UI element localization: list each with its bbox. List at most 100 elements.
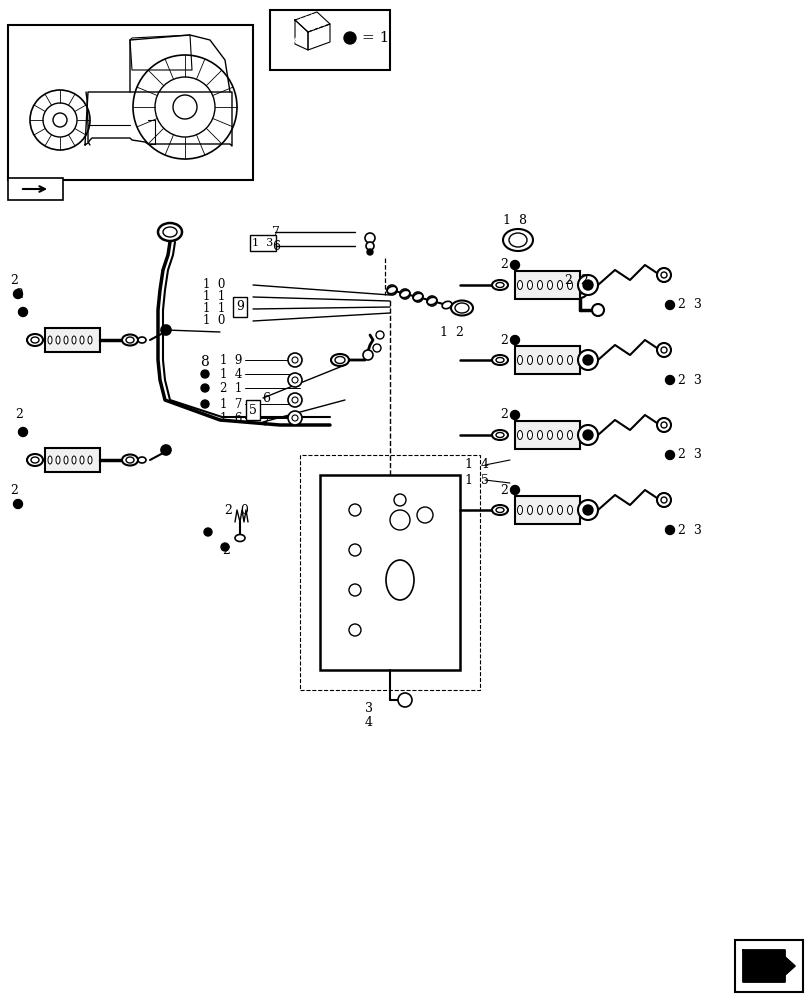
Circle shape	[363, 350, 372, 360]
Polygon shape	[294, 12, 329, 32]
Circle shape	[288, 373, 302, 387]
Circle shape	[349, 504, 361, 516]
Text: 7: 7	[272, 226, 280, 239]
Text: 1  6: 1 6	[220, 412, 242, 424]
Ellipse shape	[496, 358, 504, 362]
Text: 1  1: 1 1	[203, 302, 225, 316]
Ellipse shape	[56, 336, 60, 344]
Ellipse shape	[387, 286, 397, 294]
Text: 2  3: 2 3	[677, 524, 701, 536]
Circle shape	[366, 242, 374, 250]
Ellipse shape	[413, 293, 423, 301]
Bar	[514, 421, 579, 449]
Ellipse shape	[502, 229, 532, 251]
Text: 1  4: 1 4	[465, 458, 488, 472]
Ellipse shape	[537, 430, 542, 440]
Circle shape	[161, 325, 171, 335]
Ellipse shape	[331, 354, 349, 366]
Text: 1  7: 1 7	[220, 397, 242, 410]
Circle shape	[397, 693, 411, 707]
Ellipse shape	[557, 430, 562, 440]
Ellipse shape	[567, 356, 572, 364]
Circle shape	[660, 422, 666, 428]
Ellipse shape	[491, 505, 508, 515]
Circle shape	[349, 624, 361, 636]
Text: 1  2: 1 2	[440, 326, 463, 338]
Ellipse shape	[567, 280, 572, 290]
Polygon shape	[742, 950, 794, 982]
Ellipse shape	[547, 356, 551, 364]
Circle shape	[665, 526, 674, 534]
Ellipse shape	[31, 457, 39, 463]
Ellipse shape	[138, 337, 146, 343]
Ellipse shape	[537, 356, 542, 364]
Ellipse shape	[48, 336, 52, 344]
Ellipse shape	[557, 356, 562, 364]
Text: 1  9: 1 9	[220, 354, 242, 366]
Polygon shape	[294, 20, 307, 50]
Ellipse shape	[508, 233, 526, 247]
Circle shape	[591, 304, 603, 316]
Circle shape	[201, 370, 208, 378]
Circle shape	[19, 428, 28, 436]
Text: 2: 2	[500, 408, 508, 422]
Ellipse shape	[122, 454, 138, 466]
Circle shape	[665, 450, 674, 460]
Circle shape	[400, 289, 410, 299]
Ellipse shape	[450, 300, 473, 316]
Circle shape	[19, 308, 28, 316]
Circle shape	[201, 384, 208, 392]
Circle shape	[43, 103, 77, 137]
Circle shape	[372, 344, 380, 352]
Ellipse shape	[491, 280, 508, 290]
Ellipse shape	[537, 280, 542, 290]
Text: 2  0: 2 0	[225, 504, 248, 516]
Text: 6: 6	[262, 391, 270, 404]
Bar	[45, 328, 100, 352]
Ellipse shape	[547, 280, 551, 290]
Text: 8: 8	[200, 355, 208, 369]
Circle shape	[14, 499, 23, 508]
Ellipse shape	[64, 336, 68, 344]
Bar	[734, 940, 802, 992]
Ellipse shape	[517, 430, 521, 440]
Text: 2: 2	[500, 484, 508, 496]
Circle shape	[413, 292, 423, 302]
Circle shape	[344, 32, 355, 44]
Ellipse shape	[547, 430, 551, 440]
Text: 2: 2	[10, 273, 18, 286]
Circle shape	[288, 353, 302, 367]
Ellipse shape	[454, 303, 469, 313]
Circle shape	[292, 397, 298, 403]
Circle shape	[14, 290, 23, 298]
Ellipse shape	[80, 456, 84, 464]
Bar	[514, 496, 579, 524]
Bar	[514, 346, 579, 374]
Circle shape	[155, 77, 215, 137]
Circle shape	[349, 544, 361, 556]
Ellipse shape	[496, 282, 504, 288]
Ellipse shape	[567, 506, 572, 514]
Circle shape	[582, 430, 592, 440]
Circle shape	[665, 300, 674, 310]
Circle shape	[582, 505, 592, 515]
Ellipse shape	[527, 430, 532, 440]
Circle shape	[582, 355, 592, 365]
Ellipse shape	[126, 337, 134, 343]
Circle shape	[510, 410, 519, 420]
Ellipse shape	[527, 506, 532, 514]
Ellipse shape	[27, 454, 43, 466]
Ellipse shape	[72, 456, 76, 464]
Ellipse shape	[234, 534, 245, 542]
Bar	[8, 25, 253, 180]
Ellipse shape	[72, 336, 76, 344]
Circle shape	[292, 415, 298, 421]
Circle shape	[417, 507, 432, 523]
Circle shape	[30, 90, 90, 150]
Circle shape	[582, 280, 592, 290]
Circle shape	[510, 486, 519, 494]
Circle shape	[510, 260, 519, 269]
Text: 1  1: 1 1	[203, 290, 225, 304]
Ellipse shape	[567, 430, 572, 440]
Ellipse shape	[31, 337, 39, 343]
